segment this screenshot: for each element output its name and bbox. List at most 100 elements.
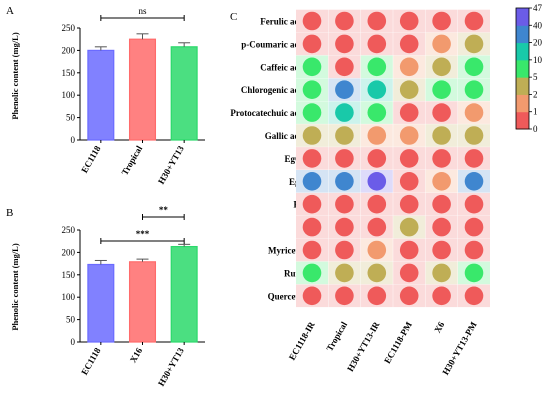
heatmap-dot [302,172,322,191]
heatmap-dot [367,263,387,283]
heatmap-dot [432,263,451,283]
heatmap-dot [367,194,387,214]
x-tick-label: EC1118 [79,346,103,377]
heatmap-dot [432,80,451,99]
heatmap-dot [335,149,354,168]
y-tick-label: 200 [62,247,76,257]
column-label: EC1118-IR [287,320,317,362]
colorbar-segment [516,94,529,113]
row-label: Caffeic acid [260,62,306,72]
y-tick-label: 200 [62,45,76,55]
heatmap-dot [367,80,387,99]
heatmap-dot [399,149,419,168]
heatmap-dot [335,172,354,191]
heatmap-dot [335,194,354,214]
heatmap-dot [302,149,322,168]
colorbar-tick-label: 10 [533,55,543,65]
heatmap-dot [399,194,419,214]
bar-ec1118 [87,263,115,343]
heatmap-dot [302,11,322,31]
panel-a: A Phenolic content (mg/L) 0 50 100 150 200 25… [6,5,205,186]
heatmap-dot [432,172,451,191]
significance-label: ** [159,205,169,215]
y-tick-label: 0 [71,337,76,347]
heatmap-dot [464,149,484,168]
heatmap-dot [432,217,451,237]
y-tick-label: 250 [62,225,76,235]
heatmap-dot [464,11,484,31]
heatmap-dot [432,34,451,54]
x-tick-label: X16 [128,346,145,365]
panel-c: C Ferulic acid p-Coumaric acid Caffeic aci… [230,3,543,377]
heatmap-dot [367,149,387,168]
heatmap-dot [302,57,322,77]
row-label: Myricetin [268,246,306,256]
x-tick-label: Tropical [119,144,144,177]
heatmap-dot [464,126,484,145]
panel-c-letter: C [230,11,237,23]
heatmap-dot [335,57,354,77]
significance-label: ns [138,6,147,16]
column-label: H30+YT13-IR [345,320,382,374]
heatmap-dot [432,240,451,260]
colorbar-segment [516,25,529,44]
significance-label: *** [136,229,150,239]
heatmap-dot [367,57,387,77]
y-tick-label: 100 [62,90,76,100]
heatmap-dot [335,240,354,260]
heatmap-dot [399,263,419,283]
heatmap-dot [367,126,387,145]
heatmap-dot [432,286,451,306]
heatmap-dot [367,103,387,122]
colorbar-segment [516,42,529,61]
y-tick-label: 150 [62,68,76,78]
row-label: Ferulic acid [260,17,306,27]
heatmap-dot [464,217,484,237]
heatmap-dot [432,194,451,214]
row-label: Gallic acid [265,131,306,141]
heatmap-dot [335,286,354,306]
colorbar-frame [515,7,530,130]
colorbar-tick-label: 1 [533,107,538,117]
row-label: p-Coumaric acid [241,39,306,49]
bar-h30-yt13 [170,245,198,343]
column-label: Tropical [324,320,349,353]
heatmap-dot [399,172,419,191]
y-tick-label: 50 [66,315,76,325]
heatmap-dot [367,217,387,237]
colorbar-tick-label: 5 [533,72,538,82]
panel-b: B Phenolic content (mg/L) 0 50 100 150 200 25… [6,205,205,388]
bar-tropical [128,38,157,141]
heatmap-dot [464,240,484,260]
heatmap-dot [367,11,387,31]
panel-b-letter: B [6,207,13,219]
y-tick-label: 50 [66,113,76,123]
heatmap-dot [399,240,419,260]
column-label: H30+YT13-PM [440,320,479,377]
panel-b-ylabel: Phenolic content (mg/L) [10,243,20,331]
y-tick-label: 0 [71,135,76,145]
panel-a-ylabel: Phenolic content (mg/L) [10,32,20,120]
heatmap-dot [464,263,484,283]
heatmap-dot [399,103,419,122]
heatmap-dot [302,103,322,122]
heatmap-dot [335,126,354,145]
heatmap-dot [335,217,354,237]
heatmap-dot [367,286,387,306]
heatmap-dot [367,240,387,260]
row-label: EgCg [284,154,306,164]
heatmap-dot [302,263,322,283]
heatmap-dot [464,172,484,191]
heatmap-dot [399,57,419,77]
colorbar-segment [516,77,529,95]
heatmap-dot [335,263,354,283]
heatmap-dot [302,80,322,99]
x-tick-label: H30+YT13 [156,346,186,388]
heatmap-dot [399,286,419,306]
row-label: Quercetin [268,291,306,301]
bar-x16 [128,261,157,343]
row-label: Protocatechuic acid [230,108,306,118]
heatmap-dot [302,34,322,54]
heatmap-dot [399,34,419,54]
bar-h30-yt13 [170,46,198,141]
